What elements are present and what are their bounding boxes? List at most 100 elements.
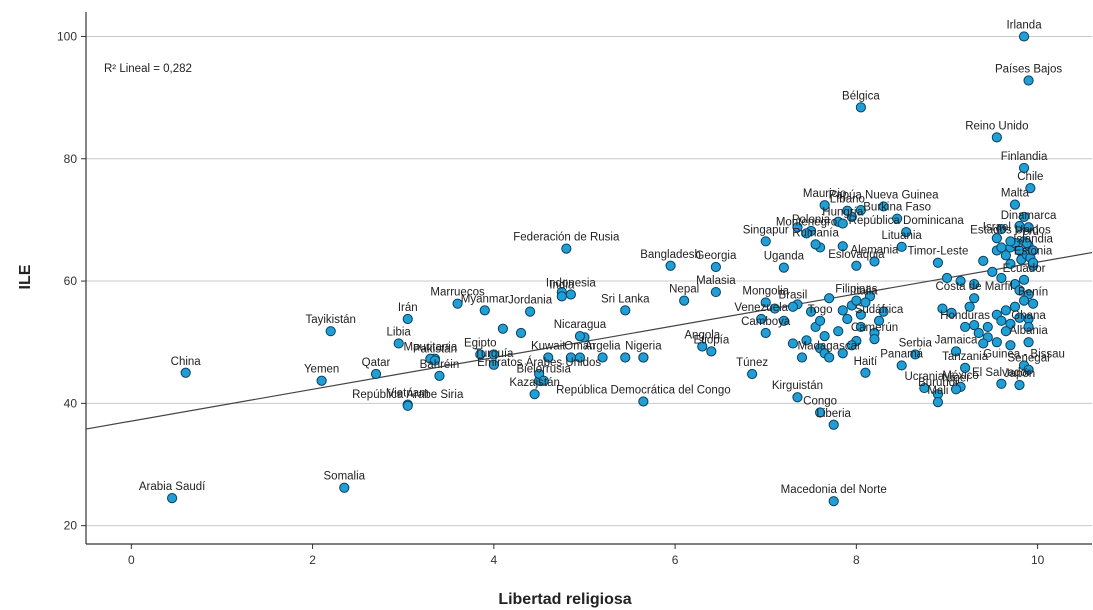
data-point xyxy=(402,400,413,411)
data-point xyxy=(488,359,499,370)
data-point xyxy=(1027,298,1039,309)
point-label: Papúa Nueva Guinea xyxy=(829,189,940,201)
data-point xyxy=(824,352,835,363)
x-tick-label: 2 xyxy=(309,553,316,567)
point-label: Madagascar xyxy=(798,340,861,352)
point-label: Yemen xyxy=(304,364,339,376)
y-tick-label: 80 xyxy=(64,152,78,166)
data-point xyxy=(638,352,649,363)
data-point xyxy=(1000,250,1012,261)
data-point xyxy=(955,275,966,287)
data-point xyxy=(325,326,336,337)
r-squared-annotation: R² Lineal = 0,282 xyxy=(104,63,192,75)
data-point xyxy=(1025,183,1036,194)
data-point xyxy=(978,338,989,349)
point-label: Finlandia xyxy=(1001,151,1048,163)
data-point xyxy=(1018,162,1030,174)
point-labels-group: Irlanda Países Bajos Bélgica Reino Unido Fin… xyxy=(139,19,1065,496)
point-label: Polonia xyxy=(792,214,831,226)
data-point xyxy=(1014,285,1025,296)
point-label: Indonesia xyxy=(546,278,596,290)
point-label: Kazajstán xyxy=(509,377,560,389)
point-label: Nicaragua xyxy=(554,319,607,331)
data-point xyxy=(402,313,413,325)
data-point xyxy=(665,260,676,271)
data-point xyxy=(488,349,499,360)
point-label: Pakistán xyxy=(413,344,457,356)
data-point xyxy=(1000,305,1012,316)
data-point xyxy=(978,255,989,266)
data-point xyxy=(910,349,921,360)
fit-line xyxy=(85,251,1093,430)
data-point xyxy=(855,309,866,320)
data-point xyxy=(515,327,527,339)
point-label: Georgia xyxy=(695,250,737,262)
data-point xyxy=(706,346,717,357)
data-point xyxy=(819,330,830,342)
data-point xyxy=(792,222,803,233)
point-label: Nigeria xyxy=(625,340,662,352)
data-point xyxy=(756,313,767,325)
data-point xyxy=(479,305,490,316)
data-point xyxy=(574,352,586,363)
data-point xyxy=(1018,211,1030,222)
data-point xyxy=(878,306,889,317)
data-point xyxy=(1027,245,1039,256)
point-label: México xyxy=(942,370,978,382)
data-point xyxy=(792,392,803,403)
data-point xyxy=(524,306,536,317)
point-label: Venezuela xyxy=(734,302,788,314)
data-point xyxy=(1014,379,1025,391)
y-tick-label: 60 xyxy=(64,274,78,288)
point-label: Vietnam xyxy=(387,388,429,400)
data-point xyxy=(1009,301,1021,312)
data-point xyxy=(964,301,975,312)
data-point xyxy=(837,241,848,252)
data-point xyxy=(860,367,871,378)
data-point xyxy=(760,327,771,339)
data-point xyxy=(574,330,586,342)
data-point xyxy=(538,375,549,386)
data-point xyxy=(787,301,799,312)
point-label: República Árabe Siria xyxy=(352,388,464,401)
x-tick-label: 0 xyxy=(128,553,135,567)
data-point xyxy=(1005,236,1016,247)
point-label: Irán xyxy=(398,302,418,314)
point-label: Costa de Marfil xyxy=(936,281,1013,293)
data-point xyxy=(932,257,944,268)
data-point xyxy=(991,132,1002,143)
x-tick-label: 10 xyxy=(1031,553,1045,567)
point-label: Malasia xyxy=(696,275,736,287)
point-label: Turquía xyxy=(474,348,514,360)
point-label: Macedonia del Norte xyxy=(781,484,887,496)
x-tick-label: 4 xyxy=(490,553,497,567)
point-label: República Dominicana xyxy=(849,215,965,227)
data-point xyxy=(805,306,817,317)
point-label: El Salvador xyxy=(972,367,1031,379)
grid-lines xyxy=(86,35,1092,527)
y-axis-title: ILE xyxy=(17,264,34,289)
data-point xyxy=(960,362,971,373)
data-point xyxy=(969,293,980,304)
data-point xyxy=(778,262,789,273)
data-point xyxy=(846,340,857,351)
point-label: Alemania xyxy=(851,244,900,256)
point-label: Albania xyxy=(1009,325,1048,337)
point-label: Federación de Rusia xyxy=(513,232,620,244)
data-point xyxy=(747,368,758,380)
point-label: Irlanda xyxy=(1006,19,1042,31)
point-label: Marruecos xyxy=(430,287,485,299)
point-label: Timor-Leste xyxy=(907,246,968,258)
data-point xyxy=(1005,258,1016,270)
point-label: Estados Unidos xyxy=(970,224,1051,236)
point-label: Myanmar xyxy=(461,293,509,305)
data-point xyxy=(973,327,984,339)
data-point xyxy=(987,266,998,277)
point-label: Ecuador xyxy=(1003,263,1046,275)
data-point xyxy=(796,352,808,363)
data-point xyxy=(824,293,835,304)
data-point xyxy=(982,321,993,333)
point-label: Kuwait xyxy=(531,340,566,352)
data-point xyxy=(801,228,812,239)
